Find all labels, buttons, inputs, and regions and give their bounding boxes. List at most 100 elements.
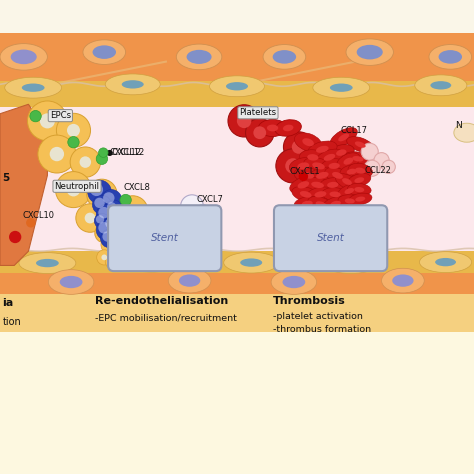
Ellipse shape [339, 259, 362, 267]
Ellipse shape [331, 210, 342, 216]
Ellipse shape [344, 152, 372, 166]
Ellipse shape [302, 138, 314, 146]
Ellipse shape [312, 163, 325, 169]
Circle shape [299, 172, 308, 181]
Ellipse shape [324, 154, 335, 161]
Circle shape [138, 250, 146, 257]
FancyBboxPatch shape [108, 205, 221, 271]
Circle shape [117, 240, 139, 263]
Text: Neutrophil: Neutrophil [55, 182, 100, 191]
Ellipse shape [330, 201, 341, 207]
Circle shape [103, 243, 124, 264]
Circle shape [110, 250, 118, 257]
Text: 5: 5 [2, 173, 9, 183]
Circle shape [96, 219, 117, 240]
FancyBboxPatch shape [0, 332, 474, 474]
Ellipse shape [22, 83, 45, 92]
Ellipse shape [342, 178, 352, 185]
Ellipse shape [382, 268, 424, 293]
Ellipse shape [187, 50, 211, 64]
Circle shape [105, 218, 116, 228]
Circle shape [104, 208, 128, 233]
FancyBboxPatch shape [274, 205, 387, 271]
Circle shape [116, 255, 131, 271]
Ellipse shape [240, 258, 262, 267]
Circle shape [382, 160, 395, 173]
FancyBboxPatch shape [0, 294, 474, 332]
Ellipse shape [300, 150, 326, 165]
Ellipse shape [168, 268, 211, 293]
Ellipse shape [319, 178, 346, 192]
Circle shape [100, 229, 108, 237]
Circle shape [297, 157, 324, 184]
Ellipse shape [336, 149, 346, 156]
Text: tion: tion [2, 317, 21, 328]
Circle shape [55, 172, 91, 208]
Polygon shape [0, 104, 47, 265]
Circle shape [193, 205, 212, 224]
FancyBboxPatch shape [0, 0, 474, 33]
Ellipse shape [321, 159, 347, 173]
Ellipse shape [344, 158, 353, 164]
Circle shape [103, 216, 122, 235]
Circle shape [101, 255, 107, 260]
Ellipse shape [308, 141, 337, 158]
Circle shape [112, 237, 121, 246]
Text: ●CXCL12: ●CXCL12 [105, 148, 145, 157]
Circle shape [181, 195, 203, 218]
Ellipse shape [351, 218, 360, 223]
Circle shape [95, 224, 114, 243]
Ellipse shape [348, 193, 372, 205]
FancyBboxPatch shape [0, 273, 474, 294]
Ellipse shape [311, 182, 324, 188]
Text: -platelet activation: -platelet activation [273, 312, 363, 321]
Ellipse shape [48, 270, 94, 294]
Ellipse shape [337, 153, 360, 169]
Ellipse shape [338, 134, 349, 141]
Ellipse shape [316, 172, 328, 179]
Ellipse shape [283, 125, 293, 131]
Ellipse shape [307, 154, 319, 161]
Ellipse shape [325, 167, 350, 183]
Circle shape [120, 194, 131, 206]
Ellipse shape [292, 187, 319, 202]
Ellipse shape [419, 252, 472, 273]
Ellipse shape [323, 197, 348, 211]
Circle shape [99, 148, 108, 157]
Circle shape [50, 147, 64, 161]
Circle shape [103, 192, 115, 204]
Circle shape [111, 235, 126, 250]
Ellipse shape [141, 257, 163, 266]
Circle shape [100, 229, 119, 248]
Circle shape [111, 216, 121, 225]
Circle shape [85, 213, 95, 223]
Ellipse shape [429, 45, 472, 69]
Ellipse shape [322, 253, 379, 273]
Circle shape [96, 215, 104, 224]
Ellipse shape [308, 197, 335, 213]
Ellipse shape [5, 77, 62, 98]
Circle shape [26, 218, 36, 228]
Ellipse shape [105, 74, 160, 95]
Circle shape [292, 140, 305, 154]
Ellipse shape [273, 50, 296, 64]
Circle shape [90, 183, 103, 196]
Circle shape [92, 195, 111, 214]
Ellipse shape [325, 207, 348, 220]
Circle shape [97, 250, 112, 265]
Text: Stent: Stent [317, 233, 345, 244]
Ellipse shape [314, 191, 327, 198]
FancyBboxPatch shape [0, 33, 474, 81]
Circle shape [109, 227, 118, 236]
Ellipse shape [283, 276, 305, 288]
FancyBboxPatch shape [0, 107, 474, 251]
Circle shape [119, 244, 127, 251]
Text: CXCL12: CXCL12 [110, 148, 142, 157]
Ellipse shape [267, 125, 278, 131]
Ellipse shape [302, 172, 314, 179]
FancyBboxPatch shape [0, 251, 474, 273]
Ellipse shape [327, 182, 338, 188]
Ellipse shape [263, 45, 306, 69]
Circle shape [38, 135, 76, 173]
Circle shape [228, 105, 260, 137]
